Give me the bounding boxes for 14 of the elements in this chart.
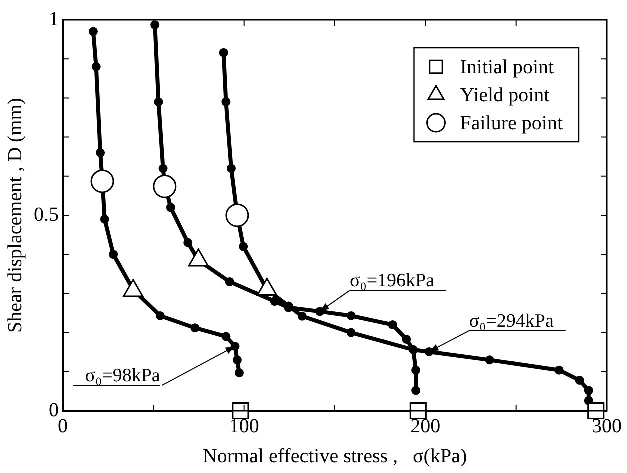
x-axis-title: Normal effective stress , σ(kPa) xyxy=(202,445,468,468)
x-tick-label: 100 xyxy=(229,415,260,438)
x-tick-label: 200 xyxy=(410,415,441,438)
y-tick-label: 1 xyxy=(49,8,59,30)
annotation: σ₀=294kPa xyxy=(469,310,554,332)
legend-label: Initial point xyxy=(460,56,555,78)
x-tick-label: 300 xyxy=(592,415,622,438)
annotation: σ₀=196kPa xyxy=(350,270,436,292)
legend-label: Failure point xyxy=(460,112,564,134)
annotation: σ₀=98kPa xyxy=(85,365,161,386)
y-tick-label: 0 xyxy=(49,399,59,422)
y-tick-label: 0.5 xyxy=(34,204,59,226)
legend-label: Yield point xyxy=(460,84,550,106)
y-axis-title: Shear displacement , D (mm) xyxy=(4,98,26,333)
